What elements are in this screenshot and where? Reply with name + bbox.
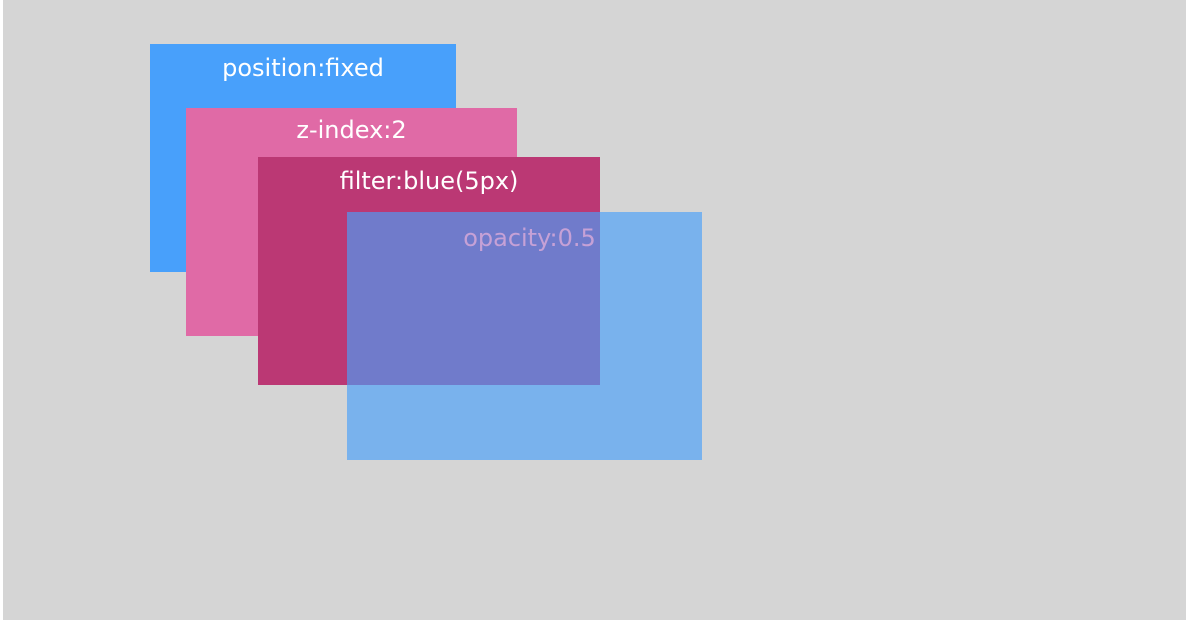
filter-label: filter:blue(5px) (339, 167, 519, 195)
z-index-label: z-index:2 (296, 116, 407, 144)
opacity-label: opacity:0.5 (463, 224, 596, 252)
opacity-layer: opacity:0.5 (347, 212, 702, 460)
diagram-canvas: position:fixed z-index:2 filter:blue(5px… (3, 0, 1186, 620)
position-fixed-label: position:fixed (222, 54, 384, 82)
